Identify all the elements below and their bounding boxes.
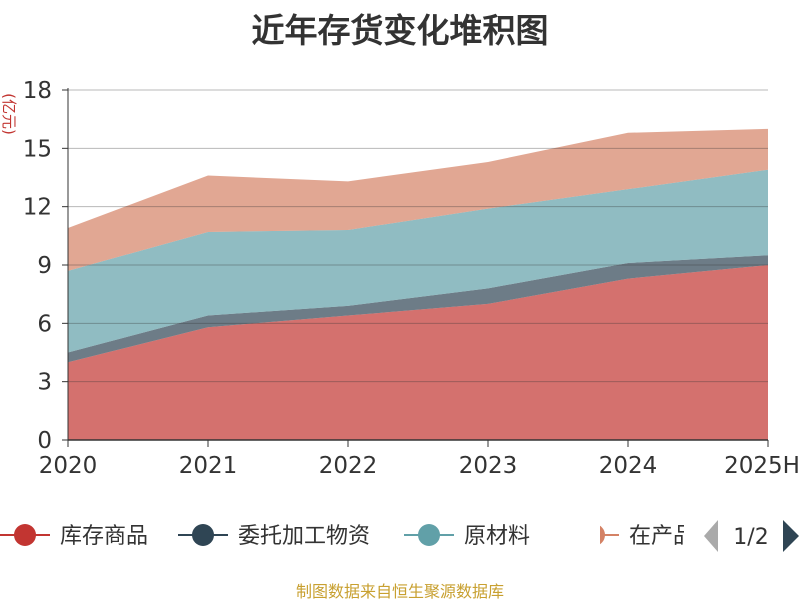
y-tick-label: 15 <box>23 136 52 162</box>
legend-item-4[interactable]: 在产品 <box>569 524 695 549</box>
y-tick-label: 9 <box>37 253 52 279</box>
legend-marker <box>600 525 605 545</box>
prev-page-icon[interactable] <box>704 520 718 552</box>
area-series-4 <box>68 128 768 271</box>
legend-pager[interactable]: 1/2 <box>704 520 799 552</box>
area-series-1 <box>68 265 768 440</box>
y-tick-label: 18 <box>23 78 52 104</box>
y-tick-label: 6 <box>37 311 52 337</box>
y-tick-label: 0 <box>37 428 52 454</box>
legend-label: 委托加工物资 <box>238 524 370 549</box>
x-tick-label: 2021 <box>179 453 238 479</box>
legend-marker <box>418 524 440 546</box>
y-axis-label: (亿元) <box>0 93 18 135</box>
grid-lines <box>68 89 768 383</box>
legend-page-indicator: 1/2 <box>733 525 768 550</box>
area-series-2 <box>68 255 768 363</box>
legend-marker <box>192 524 214 546</box>
x-tick-label: 2024 <box>599 453 658 479</box>
x-tick-label: 2022 <box>319 453 378 479</box>
legend: 库存商品 委托加工物资 原材料 在产品 <box>0 524 695 549</box>
chart-title: 近年存货变化堆积图 <box>251 11 549 50</box>
data-source-note: 制图数据来自恒生聚源数据库 <box>295 582 504 601</box>
legend-label: 库存商品 <box>60 524 148 549</box>
x-tick-label: 2023 <box>459 453 518 479</box>
legend-item-3[interactable]: 原材料 <box>404 524 530 549</box>
next-page-icon[interactable] <box>783 520 799 552</box>
legend-label: 原材料 <box>464 524 530 549</box>
legend-label: 在产品 <box>629 524 695 549</box>
axes: 0 3 6 9 12 15 18 2020 2021 2022 2023 2024 2025H <box>23 78 800 479</box>
area-series-3 <box>68 169 768 353</box>
legend-item-2[interactable]: 委托加工物资 <box>178 524 370 549</box>
y-tick-label: 3 <box>37 370 52 396</box>
legend-marker <box>14 524 36 546</box>
y-tick-label: 12 <box>23 195 52 221</box>
legend-item-1[interactable]: 库存商品 <box>0 524 148 549</box>
series-areas <box>68 128 768 440</box>
x-tick-label: 2025H <box>724 453 800 479</box>
x-tick-label: 2020 <box>39 453 98 479</box>
